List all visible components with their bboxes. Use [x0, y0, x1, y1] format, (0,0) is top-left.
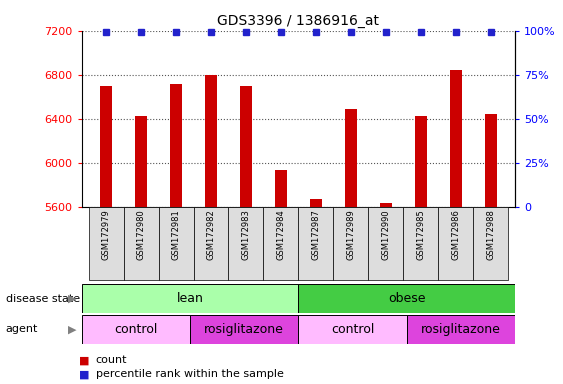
Bar: [298, 315, 406, 344]
Text: agent: agent: [6, 324, 38, 334]
Text: lean: lean: [177, 292, 203, 305]
Text: GSM172979: GSM172979: [101, 210, 110, 260]
Bar: [159, 207, 194, 280]
Bar: [170, 84, 182, 207]
Text: GSM172988: GSM172988: [486, 210, 495, 260]
Text: rosiglitazone: rosiglitazone: [204, 323, 284, 336]
Text: GSM172981: GSM172981: [172, 210, 181, 260]
Text: GSM172990: GSM172990: [381, 210, 390, 260]
Text: GSM172984: GSM172984: [276, 210, 285, 260]
Text: percentile rank within the sample: percentile rank within the sample: [96, 369, 284, 379]
Bar: [379, 203, 392, 207]
Text: GSM172982: GSM172982: [207, 210, 216, 260]
Text: obese: obese: [388, 292, 426, 305]
Text: GSM172986: GSM172986: [451, 210, 460, 260]
Text: ▶: ▶: [68, 293, 76, 304]
Text: GSM172989: GSM172989: [346, 210, 355, 260]
Bar: [82, 284, 298, 313]
Bar: [240, 86, 252, 207]
Text: rosiglitazone: rosiglitazone: [421, 323, 501, 336]
Bar: [275, 170, 287, 207]
Title: GDS3396 / 1386916_at: GDS3396 / 1386916_at: [217, 14, 379, 28]
Bar: [368, 207, 403, 280]
Bar: [298, 207, 333, 280]
Bar: [345, 109, 357, 207]
Bar: [485, 114, 497, 207]
Bar: [438, 207, 473, 280]
Bar: [403, 207, 438, 280]
Bar: [414, 116, 427, 207]
Bar: [298, 284, 515, 313]
Bar: [100, 86, 112, 207]
Bar: [82, 315, 190, 344]
Bar: [450, 70, 462, 207]
Text: ■: ■: [79, 355, 90, 365]
Bar: [135, 116, 147, 207]
Text: GSM172987: GSM172987: [311, 210, 320, 260]
Bar: [194, 207, 229, 280]
Bar: [124, 207, 159, 280]
Text: count: count: [96, 355, 127, 365]
Text: disease state: disease state: [6, 293, 80, 304]
Bar: [333, 207, 368, 280]
Text: ■: ■: [79, 369, 90, 379]
Bar: [473, 207, 508, 280]
Bar: [229, 207, 263, 280]
Bar: [88, 207, 124, 280]
Text: control: control: [114, 323, 158, 336]
Text: GSM172980: GSM172980: [137, 210, 146, 260]
Text: ▶: ▶: [68, 324, 76, 334]
Text: GSM172983: GSM172983: [242, 210, 251, 260]
Bar: [205, 75, 217, 207]
Text: control: control: [331, 323, 374, 336]
Text: GSM172985: GSM172985: [416, 210, 425, 260]
Bar: [310, 199, 322, 207]
Bar: [190, 315, 298, 344]
Bar: [263, 207, 298, 280]
Bar: [406, 315, 515, 344]
